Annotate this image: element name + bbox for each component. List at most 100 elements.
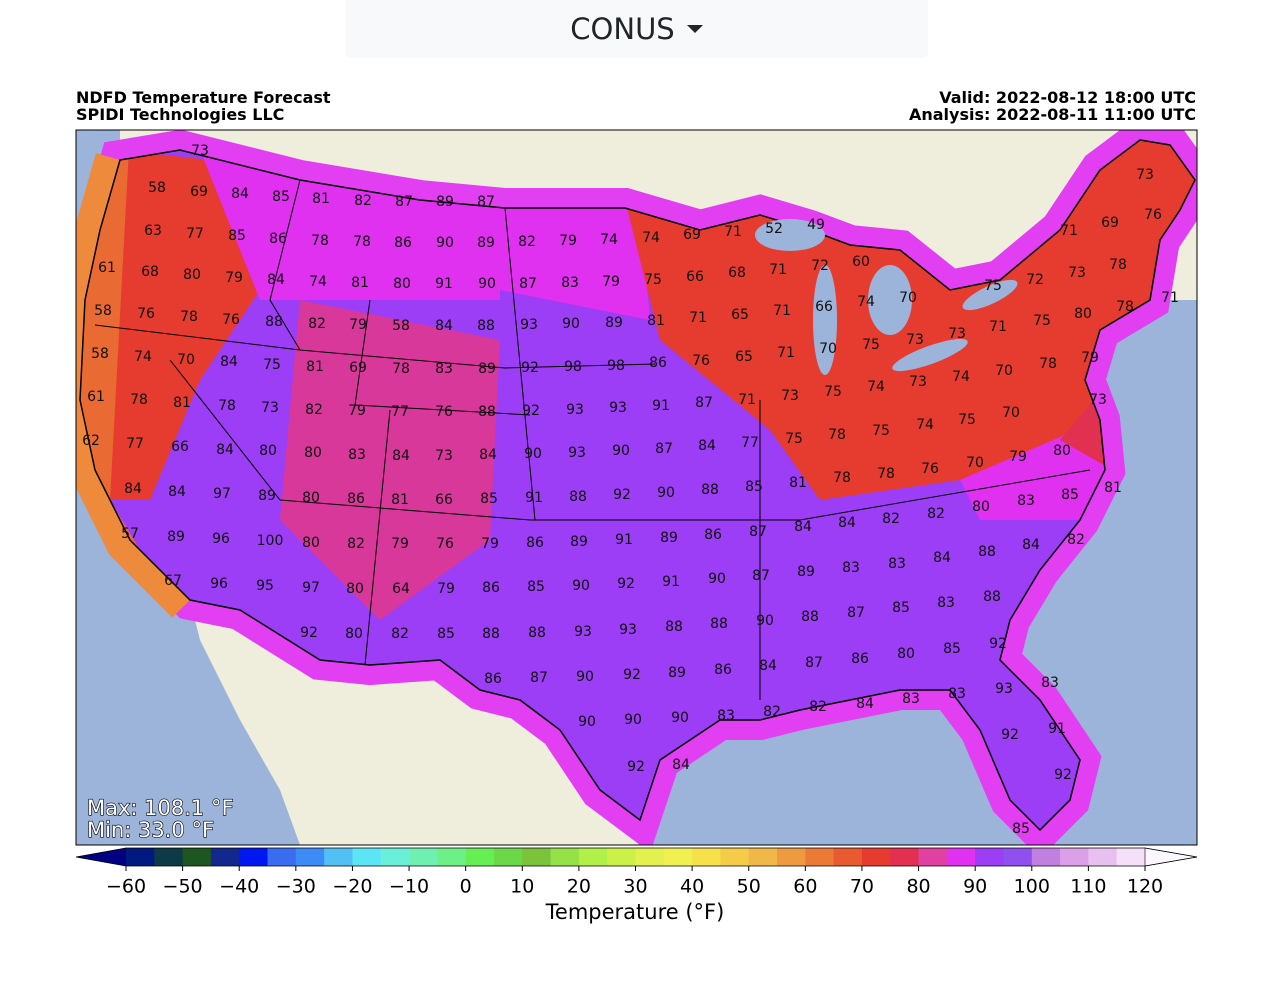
station-temp: 86 (484, 671, 502, 687)
colorbar-tick-label: −40 (219, 876, 259, 898)
colorbar-label: Temperature (°F) (545, 900, 725, 924)
lake-michigan (813, 265, 837, 375)
station-temp: 88 (710, 616, 728, 632)
station-temp: 86 (394, 235, 412, 251)
station-temp: 92 (617, 576, 635, 592)
station-temp: 87 (655, 441, 673, 457)
station-temp: 95 (256, 578, 274, 594)
station-temp: 83 (561, 275, 579, 291)
station-temp: 92 (989, 636, 1007, 652)
colorbar-segment (578, 848, 608, 866)
station-temp: 80 (346, 581, 364, 597)
colorbar-segment (239, 848, 269, 866)
station-temp: 79 (348, 403, 366, 419)
station-temp: 87 (530, 670, 548, 686)
station-temp: 91 (525, 490, 543, 506)
station-temp: 81 (647, 313, 665, 329)
station-temp: 79 (391, 536, 409, 552)
station-temp: 75 (1033, 313, 1051, 329)
station-temp: 88 (477, 318, 495, 334)
station-temp: 80 (259, 443, 277, 459)
valid-time: Valid: 2022-08-12 18:00 UTC (939, 88, 1196, 107)
colorbar-segment (267, 848, 297, 866)
station-temp: 80 (345, 626, 363, 642)
colorbar-segment (861, 848, 891, 866)
station-temp: 84 (838, 515, 856, 531)
station-temp: 79 (437, 581, 455, 597)
station-temp: 75 (958, 412, 976, 428)
station-temp: 78 (218, 398, 236, 414)
lake-ontario (962, 279, 1018, 311)
station-temp: 84 (933, 550, 951, 566)
station-temp: 89 (167, 529, 185, 545)
station-temp: 86 (482, 580, 500, 596)
colorbar-extend-low (76, 848, 126, 866)
station-temp: 71 (738, 392, 756, 408)
lake-superior (755, 219, 825, 251)
station-temp: 73 (909, 374, 927, 390)
station-temp: 61 (98, 260, 116, 276)
station-temp: 64 (392, 581, 410, 597)
station-temp: 83 (435, 361, 453, 377)
station-temp: 74 (134, 349, 152, 365)
state-lines (94, 179, 1091, 700)
station-temp: 84 (220, 354, 238, 370)
station-temp: 85 (892, 600, 910, 616)
station-temp: 83 (902, 691, 920, 707)
colorbar-segment (126, 848, 155, 866)
map-title: NDFD Temperature Forecast (76, 88, 331, 107)
station-temp: 73 (781, 388, 799, 404)
station-temp: 90 (708, 571, 726, 587)
station-temp: 80 (393, 276, 411, 292)
colorbar-segment (295, 848, 325, 866)
colorbar-segment (352, 848, 382, 866)
station-temp: 78 (311, 233, 329, 249)
station-temp: 58 (148, 180, 166, 196)
station-temp: 83 (937, 595, 955, 611)
station-temp: 80 (1074, 306, 1092, 322)
station-temp: 74 (642, 230, 660, 246)
station-temp: 93 (619, 622, 637, 638)
station-temp: 76 (921, 461, 939, 477)
colorbar-segment (692, 848, 721, 866)
station-temp: 71 (1060, 223, 1078, 239)
station-temp: 81 (173, 395, 191, 411)
colorbar-segment (1003, 848, 1033, 866)
station-temp: 85 (943, 641, 961, 657)
station-temp: 89 (570, 534, 588, 550)
colorbar-segment (1088, 848, 1118, 866)
station-temp: 83 (717, 708, 735, 724)
station-temp: 79 (602, 274, 620, 290)
station-temp: 69 (683, 227, 701, 243)
station-temp: 92 (1054, 767, 1072, 783)
station-temp: 77 (186, 226, 204, 242)
station-temp: 76 (692, 353, 710, 369)
station-temp: 77 (126, 436, 144, 452)
station-temp: 83 (948, 686, 966, 702)
station-temp: 71 (773, 303, 791, 319)
station-temp: 92 (613, 487, 631, 503)
station-temp: 79 (349, 317, 367, 333)
station-temp: 58 (91, 346, 109, 362)
station-temp: 73 (1136, 167, 1154, 183)
station-temp: 88 (978, 544, 996, 560)
station-temp: 84 (435, 318, 453, 334)
dropdown-label[interactable]: CONUS (570, 12, 675, 46)
station-temp: 92 (521, 360, 539, 376)
colorbar-segment (210, 848, 240, 866)
station-temp: 67 (164, 573, 182, 589)
station-temp: 73 (261, 400, 279, 416)
colorbar-segment (833, 848, 863, 866)
station-temp: 81 (306, 359, 324, 375)
station-temp: 100 (257, 533, 284, 549)
region-dropdown[interactable]: CONUS (345, 0, 928, 58)
station-temp: 70 (177, 352, 195, 368)
station-temp: 81 (789, 475, 807, 491)
station-temp: 71 (689, 310, 707, 326)
station-temp: 90 (436, 235, 454, 251)
caret[interactable] (686, 25, 703, 33)
station-temp: 76 (222, 312, 240, 328)
station-temp: 91 (652, 398, 670, 414)
station-temp: 82 (305, 402, 323, 418)
station-temp: 80 (1053, 443, 1071, 459)
